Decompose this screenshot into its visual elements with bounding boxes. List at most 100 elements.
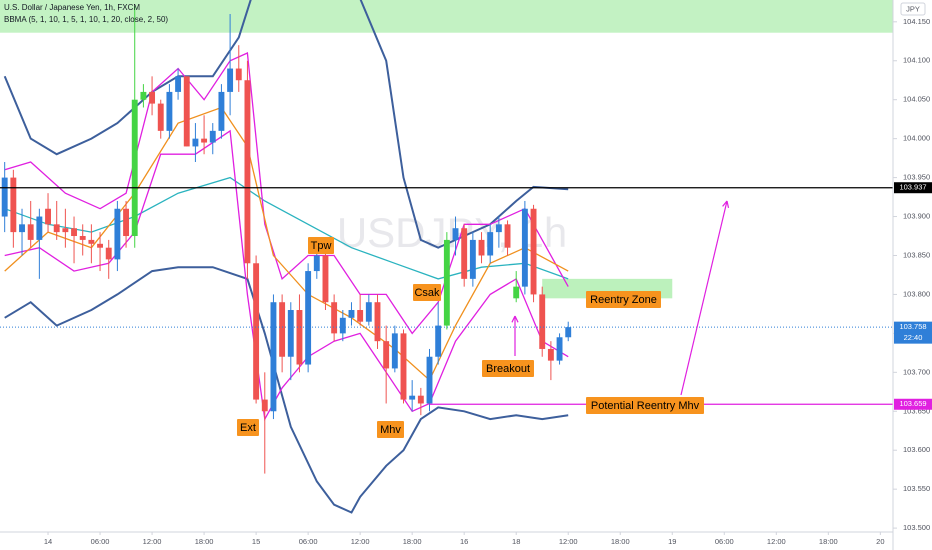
candle-body (166, 91, 173, 131)
candle-body (339, 317, 346, 334)
candle-body (443, 239, 450, 326)
currency-label: JPY (906, 4, 920, 13)
candle-body (383, 341, 390, 369)
x-tick-label: 18 (512, 537, 520, 546)
candle-body (27, 224, 34, 240)
candle-body (62, 228, 69, 233)
indicator-label: BBMA (5, 1, 10, 1, 5, 1, 10, 1, 20, clos… (4, 15, 168, 24)
candle-body (149, 91, 156, 104)
candle-body (504, 224, 511, 248)
candle-body (391, 333, 398, 369)
candle-body (183, 76, 190, 147)
candle-body (313, 255, 320, 272)
arrow-head (511, 315, 516, 323)
candle-body (88, 239, 95, 244)
indicator-line (4, 106, 569, 382)
indicator-line (3, 0, 569, 249)
candle-body (253, 263, 260, 400)
y-tick-label: 103.800 (903, 289, 930, 298)
annotation-box (413, 284, 441, 301)
candle-body (348, 310, 355, 318)
candle-body (19, 224, 25, 233)
x-tick-label: 06:00 (91, 537, 110, 546)
annotation: Breakout (486, 363, 530, 375)
arrow-head (722, 200, 728, 207)
candle-body (79, 236, 86, 240)
candle-body (201, 138, 208, 143)
candle-body (1, 177, 8, 217)
annotation-box (377, 421, 404, 438)
y-tick-label: 103.600 (903, 445, 930, 454)
price-label: 103.659 (899, 399, 926, 408)
y-tick-label: 103.900 (903, 212, 930, 221)
candle-body (556, 337, 563, 361)
candle-body (461, 228, 468, 279)
candle-body (296, 310, 303, 365)
candle-body (539, 294, 546, 349)
candle-body (400, 333, 407, 400)
candle-body (270, 302, 277, 412)
y-tick-label: 103.950 (903, 173, 930, 182)
currency-box[interactable] (900, 2, 926, 16)
candle-body (140, 91, 147, 100)
candle-body (105, 247, 112, 260)
candle-body (53, 224, 60, 233)
plot-area: USDJPY, 1h (0, 0, 893, 514)
candle-body (426, 356, 433, 404)
x-tick-label: 12:00 (767, 537, 786, 546)
y-tick-label: 103.650 (903, 406, 930, 415)
y-tick-label: 103.550 (903, 484, 930, 493)
x-tick-label: 18:00 (403, 537, 422, 546)
candle-body (279, 302, 286, 357)
candle-body (478, 239, 485, 256)
annotation: Mhv (380, 424, 401, 436)
candle-body (365, 302, 372, 322)
overlay: Tpw Ext Mhv Csak Breakout Reentry Zone Potenti… (237, 200, 730, 438)
candle-body (227, 68, 234, 92)
x-tick-label: 12:00 (351, 537, 370, 546)
candle-body (487, 232, 494, 256)
candle-body (36, 216, 43, 240)
x-tick-label: 18:00 (819, 537, 838, 546)
x-tick-label: 20 (876, 537, 884, 546)
y-tick-label: 104.000 (903, 134, 930, 143)
candle-body (513, 286, 520, 299)
annotation: Csak (414, 287, 440, 299)
candle-body (244, 80, 251, 264)
y-tick-label: 104.100 (903, 56, 930, 65)
candle-body (469, 239, 476, 279)
price-label: 103.937 (899, 183, 926, 192)
candle-body (452, 228, 459, 240)
candle-body (10, 177, 17, 233)
candle-body (131, 99, 138, 237)
x-tick-label: 06:00 (299, 537, 318, 546)
candle-body (209, 130, 216, 143)
arrow (680, 200, 728, 396)
y-tick-label: 104.050 (903, 95, 930, 104)
arrow-head (514, 315, 519, 323)
candle-body (218, 91, 225, 131)
annotation-box (482, 360, 534, 377)
annotation: Tpw (311, 240, 332, 252)
annotation-box (308, 237, 334, 254)
indicator-line (4, 129, 569, 422)
candle-body (565, 327, 572, 338)
candle-body (157, 103, 164, 131)
candle-body (417, 395, 424, 404)
candle-body (435, 325, 442, 357)
annotation-box (586, 291, 661, 308)
y-tick-label: 103.500 (903, 523, 930, 532)
candle-body (322, 255, 329, 303)
candle-body (495, 224, 502, 233)
candle-body (123, 208, 130, 237)
candle-body (409, 395, 416, 400)
candle-body (521, 208, 528, 287)
countdown: 22:40 (904, 333, 923, 342)
price-label: 103.758 (899, 322, 926, 331)
candle-body (357, 310, 364, 322)
price-label-box (894, 321, 932, 344)
annotation: Reentry Zone (590, 294, 657, 306)
x-tick-label: 18:00 (195, 537, 214, 546)
